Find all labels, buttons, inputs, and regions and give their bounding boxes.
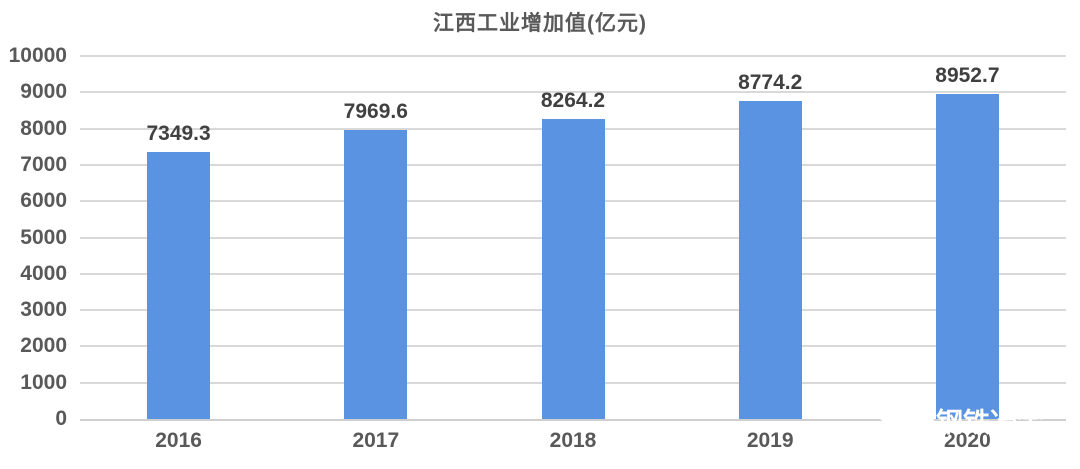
bar <box>935 94 999 419</box>
x-tick-label: 2017 <box>352 429 400 452</box>
plot-area: 7349.3 7969.6 8264.2 8774.2 8952.7 <box>80 55 1066 421</box>
gridline <box>80 91 1066 94</box>
watermark: 钢铁冶金 <box>872 384 1080 454</box>
x-tick-label: 2018 <box>549 429 597 452</box>
bar-value-label: 8952.7 <box>935 64 1000 88</box>
x-axis-labels: 2016 2017 2018 2019 2020 <box>0 429 1080 459</box>
y-tick-label: 9000 <box>20 80 67 104</box>
y-tick-label: 7000 <box>20 152 67 176</box>
chart-title: 江西工业增加值(亿元) <box>433 12 647 35</box>
y-tick-label: 4000 <box>20 261 67 285</box>
y-tick-label: 1000 <box>20 370 67 394</box>
x-tick-label: 2020 <box>944 429 991 452</box>
bar-value-label: 7969.6 <box>343 99 408 123</box>
gridline <box>80 55 1066 57</box>
y-tick-label: 3000 <box>20 298 67 322</box>
bar <box>541 119 605 419</box>
bar-value-label: 8264.2 <box>540 89 606 113</box>
watermark-text: 钢铁冶金 <box>936 408 1044 438</box>
y-tick-label: 2000 <box>20 334 67 358</box>
y-tick-label: 6000 <box>20 189 67 213</box>
y-axis-labels: 0 1000 2000 3000 4000 5000 6000 7000 8000 9000 100… <box>0 45 67 429</box>
x-tick-label: 2019 <box>746 429 794 452</box>
bar-value-label: 8774.2 <box>738 70 803 94</box>
y-tick-label: 10000 <box>8 44 67 67</box>
bar <box>147 152 211 419</box>
wechat-icon <box>874 389 937 445</box>
y-tick-label: 0 <box>55 407 67 430</box>
bar <box>344 129 408 419</box>
y-tick-label: 5000 <box>20 225 67 249</box>
y-tick-label: 8000 <box>20 116 67 140</box>
bar-value-label: 7349.3 <box>146 122 211 146</box>
x-tick-label: 2016 <box>155 429 202 452</box>
bar <box>738 100 802 419</box>
